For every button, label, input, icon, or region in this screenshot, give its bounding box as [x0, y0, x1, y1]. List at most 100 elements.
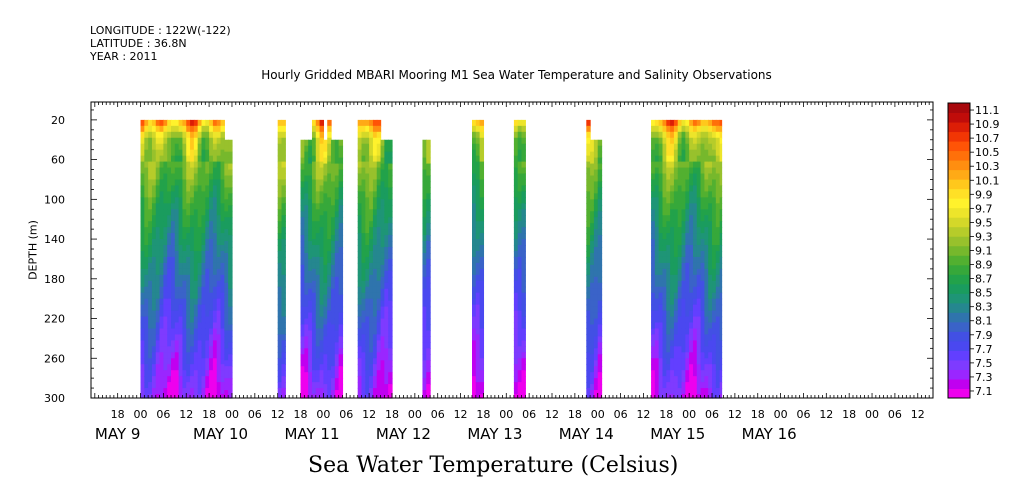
heatmap-cell	[719, 322, 723, 330]
heatmap-cell	[311, 328, 317, 336]
heatmap-cell	[300, 258, 305, 266]
heatmap-cell	[300, 217, 305, 224]
heatmap-cell	[719, 197, 723, 204]
heatmap-cell	[597, 342, 603, 349]
heatmap-cell	[148, 304, 153, 312]
heatmap-cell	[197, 274, 203, 282]
heatmap-cell	[472, 125, 477, 133]
heatmap-cell	[186, 155, 191, 163]
heatmap-cell	[586, 137, 591, 145]
heatmap-cell	[315, 364, 321, 371]
heatmap-cell	[216, 352, 222, 359]
heatmap-cell	[281, 394, 286, 399]
heatmap-cell	[658, 358, 664, 365]
heatmap-cell	[517, 268, 523, 276]
heatmap-cell	[357, 292, 363, 300]
heatmap-cell	[228, 270, 233, 278]
heatmap-cell	[372, 316, 378, 324]
heatmap-cell	[651, 298, 656, 306]
heatmap-cell	[666, 322, 671, 330]
heatmap-cell	[472, 364, 477, 371]
heatmap-cell	[224, 270, 229, 278]
heatmap-cell	[704, 250, 709, 258]
heatmap-cell	[517, 149, 523, 157]
heatmap-cell	[334, 175, 340, 183]
heatmap-cell	[186, 286, 191, 294]
heatmap-cell	[372, 233, 378, 240]
heatmap-cell	[712, 268, 717, 276]
heatmap-cell	[331, 199, 336, 206]
heatmap-cell	[193, 298, 199, 306]
heatmap-cell	[167, 286, 172, 294]
heatmap-cell	[670, 388, 675, 395]
heatmap-cell	[685, 322, 690, 330]
heatmap-cell	[521, 346, 526, 353]
heatmap-cell	[178, 376, 184, 383]
heatmap-cell	[193, 239, 199, 246]
heatmap-cell	[685, 346, 690, 353]
heatmap-cell	[171, 221, 176, 228]
heatmap-cell	[220, 298, 225, 306]
heatmap-cell	[174, 179, 180, 187]
heatmap-cell	[220, 280, 225, 288]
heatmap-cell	[658, 316, 664, 324]
heatmap-cell	[384, 396, 389, 399]
heatmap-cell	[224, 264, 229, 272]
heatmap-cell	[365, 262, 370, 270]
heatmap-cell	[212, 209, 218, 216]
heatmap-cell	[277, 262, 283, 270]
heatmap-cell	[376, 161, 382, 169]
heatmap-cell	[590, 139, 595, 147]
heatmap-cell	[197, 125, 203, 133]
heatmap-cell	[140, 209, 145, 216]
heatmap-cell	[224, 330, 229, 338]
heatmap-cell	[372, 149, 378, 157]
heatmap-cell	[190, 185, 195, 192]
heatmap-cell	[361, 149, 366, 157]
heatmap-cell	[685, 364, 690, 371]
heatmap-cell	[517, 233, 523, 240]
heatmap-cell	[151, 304, 157, 312]
heatmap-cell	[689, 179, 694, 187]
heatmap-cell	[361, 167, 366, 175]
heatmap-cell	[338, 139, 344, 147]
heatmap-cell	[517, 382, 523, 389]
heatmap-cell	[513, 376, 519, 383]
heatmap-cell	[327, 119, 332, 127]
heatmap-cell	[708, 340, 713, 347]
heatmap-cell	[220, 250, 225, 258]
date-label: MAY 14	[559, 425, 614, 443]
heatmap-cell	[708, 298, 713, 306]
heatmap-cell	[220, 334, 225, 341]
heatmap-cell	[201, 274, 206, 282]
heatmap-cell	[190, 239, 195, 246]
heatmap-cell	[365, 334, 370, 341]
heatmap-cell	[155, 268, 161, 276]
heatmap-cell	[513, 221, 519, 228]
heatmap-cell	[369, 131, 374, 139]
heatmap-cell	[365, 268, 370, 276]
heatmap-cell	[159, 173, 164, 181]
heatmap-cell	[228, 366, 233, 373]
heatmap-cell	[201, 352, 206, 359]
heatmap-cell	[593, 330, 599, 338]
heatmap-cell	[597, 270, 603, 278]
heatmap-cell	[673, 262, 679, 270]
heatmap-cell	[228, 360, 233, 367]
heatmap-cell	[696, 292, 702, 300]
heatmap-cell	[475, 316, 481, 324]
heatmap-cell	[311, 346, 317, 353]
heatmap-cell	[140, 328, 145, 336]
heatmap-cell	[212, 256, 218, 264]
heatmap-cell	[311, 250, 317, 258]
heatmap-cell	[712, 203, 717, 210]
heatmap-cell	[205, 131, 210, 139]
heatmap-cell	[224, 366, 229, 373]
heatmap-cell	[715, 197, 721, 204]
heatmap-cell	[193, 328, 199, 336]
heatmap-cell	[323, 396, 328, 399]
heatmap-cell	[171, 274, 176, 282]
heatmap-cell	[372, 358, 378, 365]
heatmap-cell	[479, 280, 485, 288]
heatmap-cell	[654, 328, 660, 336]
